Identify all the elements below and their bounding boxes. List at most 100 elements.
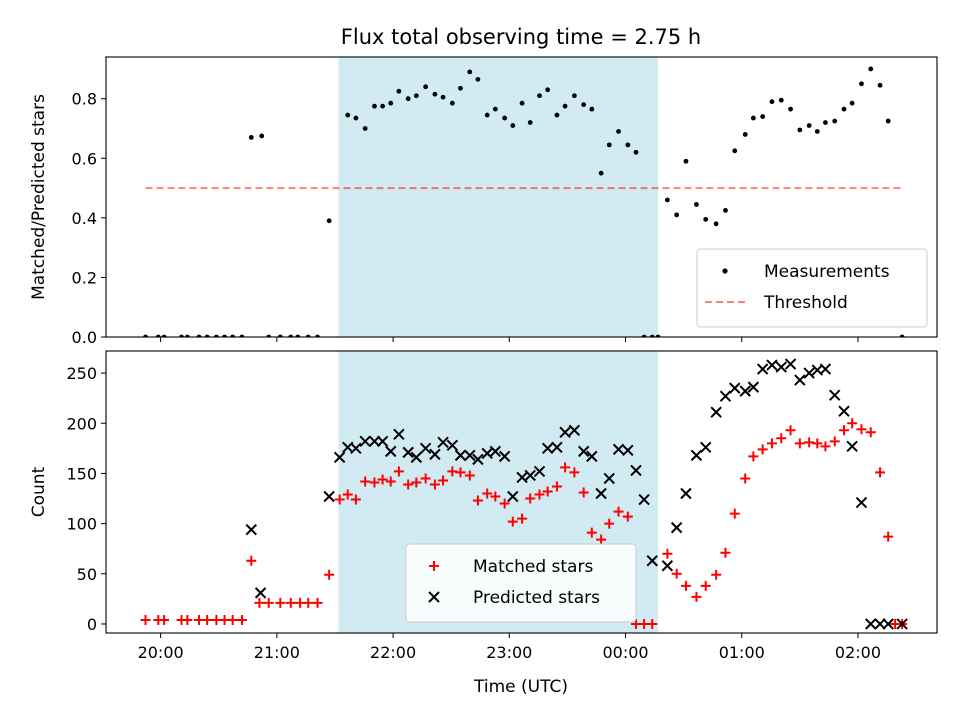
measurement-point [467,69,473,75]
predicted-star-point [507,490,519,503]
measurement-point [143,334,148,337]
predicted-star-point [385,445,397,458]
measurement-point [598,170,604,176]
x-tick-label: 23:00 [486,643,532,662]
matched-star-point [411,477,422,488]
measurement-point [589,106,595,112]
predicted-star-point [630,464,642,477]
measurement-point [413,93,419,99]
y-axis-label: Count [29,466,49,517]
y-tick-label: 0.4 [72,209,97,228]
matched-star-point [829,436,840,447]
matched-star-point [596,534,607,545]
predicted-star-point [766,359,778,371]
measurement-point [545,87,551,93]
matched-star-point [438,475,449,486]
matched-star-point [680,580,691,591]
predicted-star-point [819,363,832,375]
predicted-star-point [603,472,615,485]
measurement-point [388,100,394,106]
matched-star-point [275,597,286,608]
matched-star-point [691,591,702,602]
measurement-point [859,81,864,87]
legend-frame [696,248,928,328]
measurement-point [788,106,793,112]
measurement-point [196,334,202,337]
legend-frame [405,543,637,623]
matched-star-point [820,441,831,452]
matched-star-point [507,516,518,527]
matched-star-point [182,614,193,625]
matched-star-point [140,614,151,625]
predicted-star-point [568,424,581,436]
matched-star-point [499,498,510,509]
y-tick-label: 0 [87,615,97,634]
legend-label: Predicted stars [473,588,600,608]
measurement-point [527,120,533,125]
predicted-star-point [410,451,423,464]
predicted-star-point [595,487,607,500]
measurement-point [703,216,709,222]
matched-star-point [303,597,314,608]
predicted-star-point [524,469,536,482]
measurement-point [868,66,874,72]
predicted-star-point [846,440,858,453]
measurement-point [440,94,446,100]
matched-star-point [490,491,501,502]
matched-star-point [350,494,361,505]
measurement-point [519,100,525,106]
matched-star-point [729,508,740,519]
measurement-point [694,202,699,207]
matched-star-point [700,580,711,591]
measurement-point [396,88,402,94]
measurement-point [372,103,377,109]
matched-star-point [263,597,274,608]
predicted-star-point [516,471,528,484]
measurement-point [769,99,775,105]
measurement-point [179,334,184,337]
measurement-point [204,334,210,337]
measurement-point [899,334,905,337]
chart-title: Flux total observing time = 2.75 h [341,25,701,49]
measurement-point [248,135,254,140]
predicted-star-point [489,445,502,458]
matched-star-point [377,474,388,485]
matched-star-point [525,493,536,504]
predicted-star-point [710,406,722,418]
matched-star-point [647,618,658,629]
predicted-star-point [661,560,674,572]
matched-star-point [794,438,805,449]
predicted-star-point [784,358,797,370]
matched-star-point [429,479,440,490]
predicted-star-point [803,367,815,379]
matched-star-point [202,614,213,625]
measurement-point [562,103,568,109]
predicted-star-point [756,363,769,375]
measurement-point [683,158,689,164]
measurement-point [885,118,891,124]
measurement-point [723,208,728,213]
predicted-star-point [498,450,511,463]
matched-star-point [785,425,796,436]
measurement-point [295,334,301,337]
measurement-point [510,123,516,128]
matched-star-point [369,477,380,488]
x-tick-label: 22:00 [370,643,416,662]
predicted-star-point [481,447,493,460]
measurement-point [475,76,481,82]
measurement-point [877,82,883,88]
predicted-star-point [464,449,476,462]
measurement-point [823,120,828,125]
measurement-point [633,149,639,155]
measurement-point [492,106,498,112]
matched-star-point [740,473,751,484]
predicted-star-point [882,618,894,630]
measurement-point [664,197,670,203]
measurement-point [625,142,631,148]
measurement-point [750,115,756,121]
predicted-star-point [586,450,598,463]
measurement-point [259,133,265,139]
matched-star-point [285,597,296,608]
predicted-star-point [829,389,841,401]
